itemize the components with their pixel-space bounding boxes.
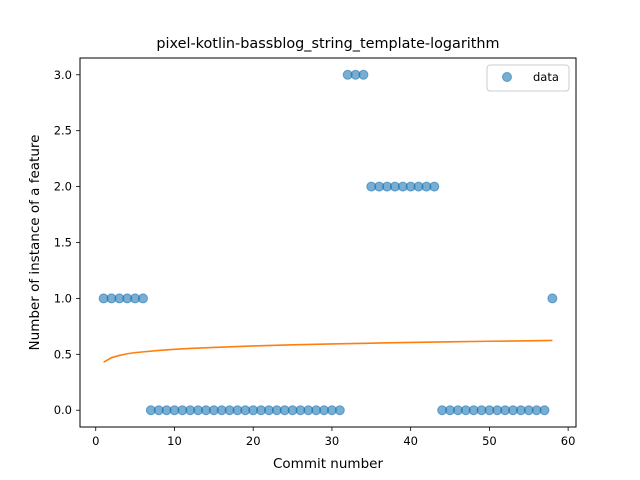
x-tick-label: 0 [92,434,99,448]
y-axis: 0.0 0.5 1.0 1.5 2.0 2.5 3.0 [54,68,80,417]
y-tick-label: 0.0 [54,403,72,417]
data-series [98,69,558,416]
legend: data [486,64,570,92]
legend-marker [502,72,512,82]
legend-box [486,64,570,92]
y-axis-label: Number of instance of a feature [27,135,43,351]
x-tick-label: 10 [167,434,182,448]
data-point [137,293,148,304]
data-point [547,293,558,304]
y-tick-label: 1.0 [54,291,72,305]
y-tick-label: 2.0 [54,180,72,194]
fit-line-series [103,339,553,363]
data-point [358,69,369,80]
chart-title: pixel-kotlin-bassblog_string_template-lo… [156,36,499,52]
legend-label-data: data [533,70,559,84]
x-tick-label: 30 [325,434,340,448]
x-tick-label: 20 [246,434,261,448]
fit-line [103,339,553,363]
x-tick-label: 60 [561,434,576,448]
x-tick-label: 50 [482,434,497,448]
x-axis: 0 10 20 30 40 50 60 [92,427,575,448]
data-point [429,181,440,192]
y-tick-label: 1.5 [54,236,72,250]
x-axis-label: Commit number [273,456,383,472]
y-tick-label: 0.5 [54,347,72,361]
data-point [539,405,550,416]
y-tick-label: 3.0 [54,68,72,82]
x-tick-label: 40 [403,434,418,448]
data-point [334,405,345,416]
y-tick-label: 2.5 [54,124,72,138]
